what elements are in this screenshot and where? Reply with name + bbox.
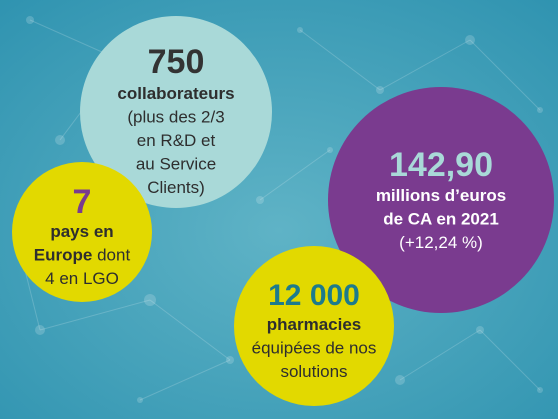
figure: 750	[148, 43, 205, 81]
caption-text: pays en	[50, 222, 113, 241]
caption-text: pharmacies	[267, 315, 362, 334]
caption-text: Clients)	[147, 178, 205, 197]
caption-text: de CA en 2021	[383, 210, 499, 229]
figure: 142,90	[389, 146, 493, 184]
caption-text: (+12,24 %)	[399, 233, 483, 252]
figure: 12 000	[268, 279, 360, 312]
caption-text: solutions	[280, 362, 347, 381]
caption-text: (plus des 2/3	[127, 108, 224, 127]
network-decoration	[17, 16, 543, 403]
bubble	[328, 87, 554, 313]
caption-line: solutions	[280, 362, 347, 381]
caption-text: Europe	[34, 246, 93, 265]
bubble	[80, 16, 272, 208]
caption-line: Europe dont	[34, 246, 131, 265]
stat-bubble: 142,90 millions d’euros de CA en 2021 (+12,…	[328, 87, 554, 313]
caption-line: de CA en 2021	[383, 210, 499, 229]
caption-line: 4 en LGO	[45, 269, 119, 288]
caption-text: collaborateurs	[117, 84, 234, 103]
caption-text: 4 en LGO	[45, 269, 119, 288]
figure: 7	[73, 183, 92, 221]
caption-text: au Service	[136, 155, 216, 174]
caption-line: (plus des 2/3	[127, 108, 224, 127]
caption-line: collaborateurs	[117, 84, 234, 103]
caption-line: pharmacies	[267, 315, 362, 334]
caption-line: en R&D et	[137, 131, 216, 150]
caption-line: millions d’euros	[376, 186, 506, 205]
caption-text: dont	[97, 246, 130, 265]
bubble	[234, 246, 394, 406]
caption-text: en R&D et	[137, 131, 216, 150]
caption-line: Clients)	[147, 178, 205, 197]
bubble	[12, 162, 152, 302]
caption-line: équipées de nos	[252, 339, 377, 358]
caption-line: au Service	[136, 155, 216, 174]
caption-line: (+12,24 %)	[399, 233, 483, 252]
caption-line: pays en	[50, 222, 113, 241]
stat-bubble: 750 collaborateurs (plus des 2/3 en R&D et a…	[80, 16, 272, 208]
caption-text: millions d’euros	[376, 186, 506, 205]
caption-text: équipées de nos	[252, 339, 377, 358]
stat-bubble: 12 000 pharmacies équipées de nos solutions	[234, 246, 394, 406]
